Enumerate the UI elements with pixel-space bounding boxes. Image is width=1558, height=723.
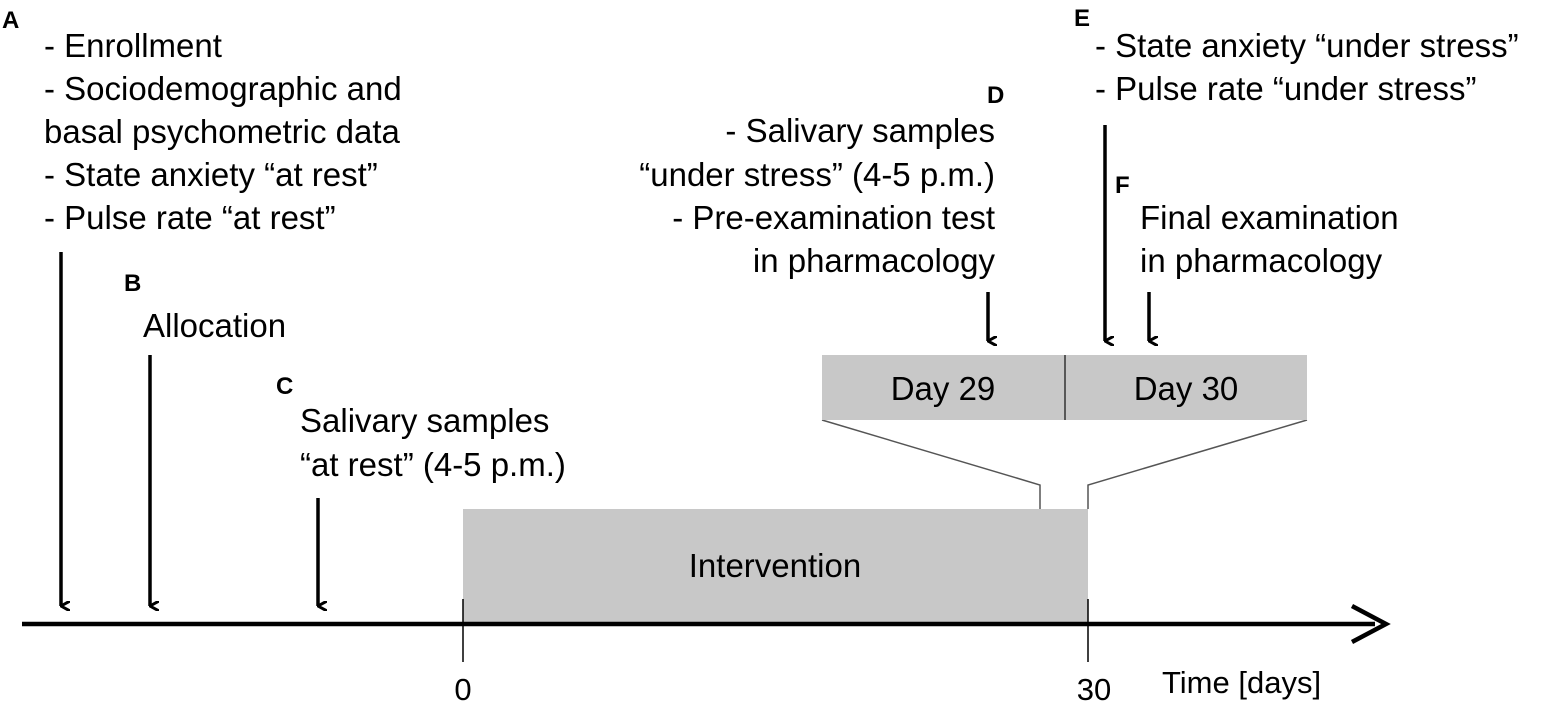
panel-d-line-3: - Pre-examination test — [672, 199, 995, 236]
panel-c-letter: C — [276, 373, 293, 400]
zoom-connector-right — [1087, 419, 1308, 509]
panel-f-line-1: Final examination — [1140, 199, 1399, 236]
tick-end-label: 30 — [1077, 672, 1111, 707]
time-axis-label: Time [days] — [1162, 665, 1321, 700]
zoom-connector-left — [821, 419, 1041, 509]
panel-d-line-2: “under stress” (4-5 p.m.) — [639, 156, 995, 193]
panel-f-letter: F — [1115, 172, 1130, 199]
panel-d-line-1: - Salivary samples — [725, 112, 995, 149]
day-30-box — [1065, 355, 1307, 420]
day-29-box — [822, 355, 1065, 420]
intervention-box — [463, 509, 1088, 622]
panel-a-line-5: - Pulse rate “at rest” — [44, 199, 336, 236]
panel-e-letter: E — [1074, 5, 1090, 32]
panel-c-line-2: “at rest” (4-5 p.m.) — [300, 446, 566, 483]
panel-b-letter: B — [124, 270, 141, 297]
panel-a-line-4: - State anxiety “at rest” — [44, 156, 378, 193]
panel-b-line-1: Allocation — [143, 307, 286, 344]
intervention-label: Intervention — [689, 547, 861, 584]
panel-a-line-3: basal psychometric data — [44, 113, 400, 150]
panel-d-line-4: in pharmacology — [753, 242, 996, 279]
panel-d-letter: D — [987, 82, 1004, 109]
panel-c-line-1: Salivary samples — [300, 402, 549, 439]
tick-start-label: 0 — [454, 672, 471, 707]
panel-a-letter: A — [2, 7, 19, 34]
panel-a-line-2: - Sociodemographic and — [44, 70, 402, 107]
panel-e-line-2: - Pulse rate “under stress” — [1095, 70, 1476, 107]
panel-f-line-2: in pharmacology — [1140, 242, 1383, 279]
panel-a-line-1: - Enrollment — [44, 27, 222, 64]
panel-e-line-1: - State anxiety “under stress” — [1095, 27, 1519, 64]
day-30-label: Day 30 — [1134, 370, 1239, 407]
time-axis-arrowhead — [1350, 604, 1391, 644]
day-29-label: Day 29 — [891, 370, 996, 407]
